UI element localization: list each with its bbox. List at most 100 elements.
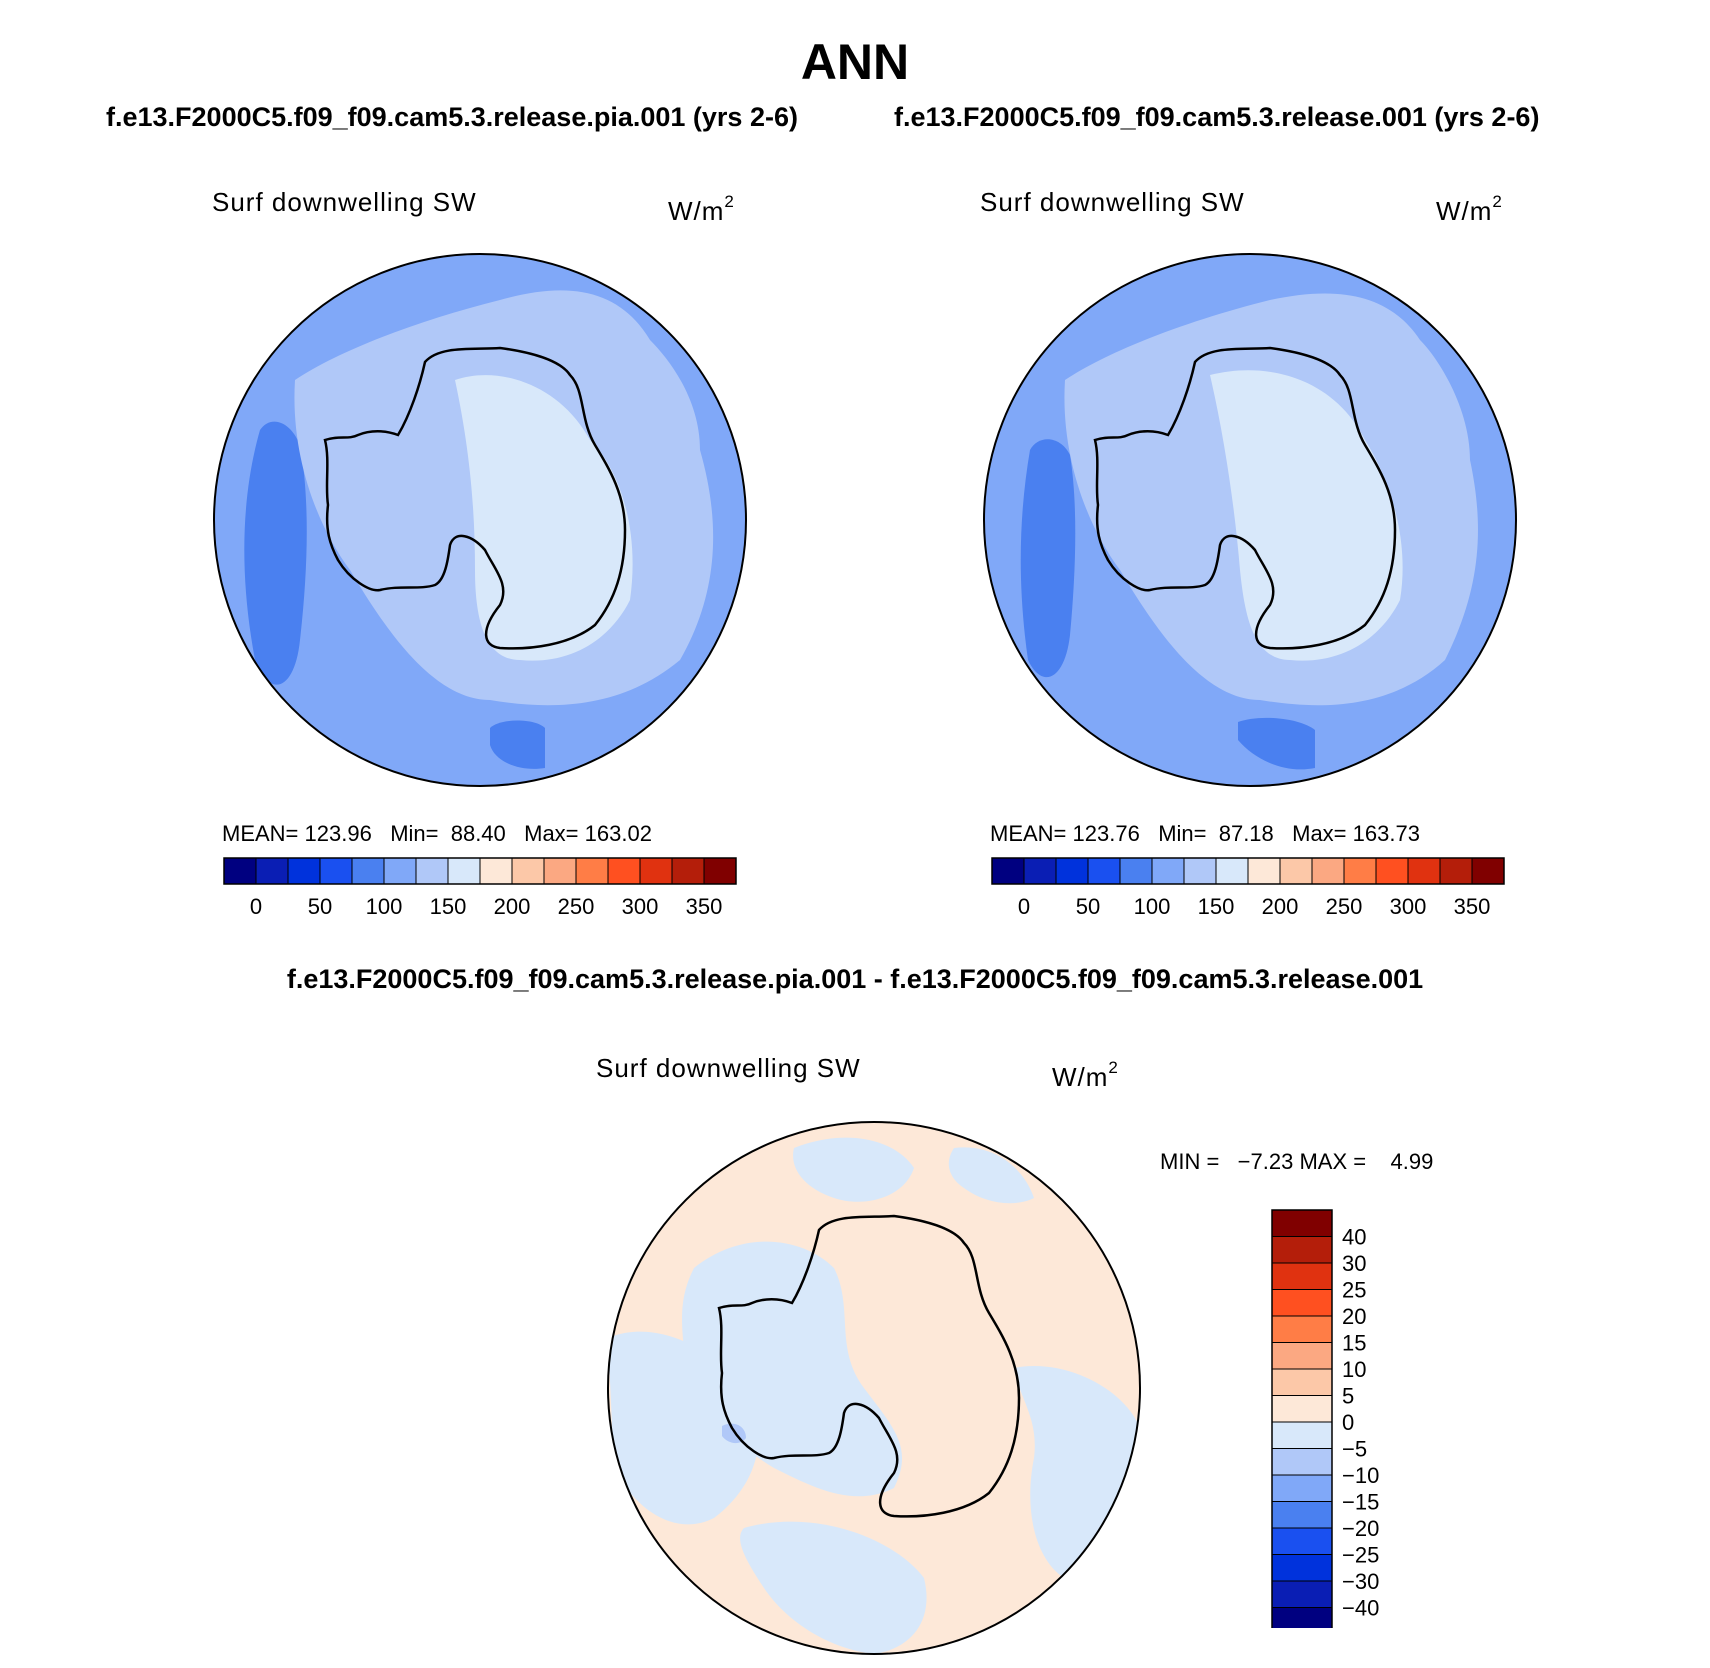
colorbar-tick-label: 100 (366, 894, 403, 919)
colorbar-swatch (1271, 1527, 1333, 1555)
colorbar-swatch (1271, 1501, 1333, 1529)
dark-ocean-patch (1020, 439, 1076, 678)
mean-value: 123.96 (304, 821, 372, 846)
colorbar-tick-label: 250 (1326, 894, 1363, 919)
map-border (983, 253, 1517, 787)
colorbar-swatch (511, 857, 545, 885)
left-colorbar: 0 50 100 150 200 250 300 350 (223, 857, 737, 919)
colorbar-tick-label: −15 (1342, 1490, 1379, 1515)
max-value: 163.73 (1352, 821, 1420, 846)
min-label: Min= (390, 821, 439, 846)
colorbar-swatch (1271, 1262, 1333, 1290)
dark-ocean-patch (490, 720, 545, 769)
colorbar-swatch (1271, 1395, 1333, 1423)
mean-label: MEAN= (990, 821, 1067, 846)
right-variable-label: Surf downwelling SW (980, 187, 1245, 217)
colorbar-swatch (575, 857, 609, 885)
difference-title: f.e13.F2000C5.f09_f09.cam5.3.release.pia… (286, 964, 1424, 994)
diff-minmax: MIN = −7.23 MAX = 4.99 (1160, 1148, 1433, 1176)
colorbar-swatch (1311, 857, 1345, 885)
colorbar-swatch (1023, 857, 1057, 885)
colorbar-tick-label: 10 (1342, 1357, 1366, 1382)
colorbar-swatch (1271, 1315, 1333, 1343)
colorbar-swatch (1151, 857, 1185, 885)
antarctica-coastline (323, 346, 627, 650)
colorbar-swatch (991, 857, 1025, 885)
colorbar-swatch (415, 857, 449, 885)
colorbar-tick-label: 350 (1454, 894, 1491, 919)
main-title: ANN (800, 34, 910, 90)
colorbar-tick-label: 25 (1342, 1278, 1366, 1303)
colorbar-swatch (1183, 857, 1217, 885)
colorbar-swatch (1271, 1209, 1333, 1237)
antarctica-coastline (1093, 346, 1397, 650)
negative-difference-region (948, 1147, 1034, 1204)
diff-variable-label: Surf downwelling SW (596, 1053, 861, 1083)
colorbar-swatch (1271, 1421, 1333, 1449)
mean-label: MEAN= (222, 821, 299, 846)
antarctica-coastline (717, 1214, 1021, 1518)
negative-difference-region (1014, 1366, 1140, 1578)
colorbar-swatch (639, 857, 673, 885)
negative-difference-region (740, 1521, 927, 1654)
max-value: 163.02 (584, 821, 652, 846)
colorbar-swatch (1271, 1448, 1333, 1476)
colorbar-tick-label: 200 (494, 894, 531, 919)
colorbar-tick-label: 150 (430, 894, 467, 919)
plateau-region (1210, 370, 1403, 661)
colorbar-swatch (1407, 857, 1441, 885)
colorbar-swatch (287, 857, 321, 885)
colorbar-swatch (1087, 857, 1121, 885)
colorbar-swatch (1271, 1289, 1333, 1317)
case-left-title: f.e13.F2000C5.f09_f09.cam5.3.release.pia… (106, 102, 798, 132)
colorbar-tick-label: 30 (1342, 1251, 1366, 1276)
min-value: 88.40 (450, 821, 506, 846)
min-label: Min= (1158, 821, 1207, 846)
colorbar-swatch (1439, 857, 1473, 885)
left-map (213, 253, 747, 787)
min-value: 87.18 (1218, 821, 1274, 846)
dark-ocean-patch (1238, 717, 1315, 770)
colorbar-tick-label: 50 (308, 894, 332, 919)
colorbar-swatch (1271, 1236, 1333, 1264)
dark-ocean-patch (244, 421, 307, 685)
colorbar-swatch (1279, 857, 1313, 885)
colorbar-swatch (1271, 1368, 1333, 1396)
colorbar-swatch (607, 857, 641, 885)
colorbar-swatch (1247, 857, 1281, 885)
right-map (983, 253, 1517, 787)
colorbar-frame (1271, 1209, 1333, 1628)
plateau-region (455, 375, 633, 661)
colorbar-tick-label: −25 (1342, 1543, 1379, 1568)
colorbar-swatch (255, 857, 289, 885)
case-right-title: f.e13.F2000C5.f09_f09.cam5.3.release.001… (894, 102, 1540, 132)
colorbar-tick-label: 0 (1018, 894, 1030, 919)
colorbar-tick-label: 300 (1390, 894, 1427, 919)
colorbar-tick-label: 0 (1342, 1410, 1354, 1435)
colorbar-swatch (671, 857, 705, 885)
colorbar-tick-label: −10 (1342, 1463, 1379, 1488)
colorbar-tick-label: 50 (1076, 894, 1100, 919)
colorbar-swatch (1271, 1342, 1333, 1370)
colorbar-tick-label: 200 (1262, 894, 1299, 919)
colorbar-frame (991, 857, 1505, 885)
difference-map (607, 1121, 1141, 1655)
negative-difference-region (793, 1137, 914, 1202)
colorbar-tick-label: −30 (1342, 1569, 1379, 1594)
colorbar-tick-label: −20 (1342, 1516, 1379, 1541)
colorbar-swatch (1271, 1607, 1333, 1628)
right-colorbar: 0 50 100 150 200 250 300 350 (991, 857, 1505, 919)
colorbar-tick-label: 5 (1342, 1384, 1354, 1409)
left-stats: MEAN= 123.96 Min= 88.40 Max= 163.02 (222, 820, 652, 848)
colorbar-swatch (1119, 857, 1153, 885)
colorbar-swatch (383, 857, 417, 885)
right-stats: MEAN= 123.76 Min= 87.18 Max= 163.73 (990, 820, 1420, 848)
colorbar-swatch (319, 857, 353, 885)
colorbar-swatch (1375, 857, 1409, 885)
min-label: MIN = (1160, 1149, 1220, 1174)
map-border (213, 253, 747, 787)
colorbar-tick-label: −5 (1342, 1437, 1367, 1462)
left-units-label: W/m2 (668, 192, 735, 226)
right-units-label: W/m2 (1436, 192, 1503, 226)
mean-value: 123.76 (1072, 821, 1140, 846)
